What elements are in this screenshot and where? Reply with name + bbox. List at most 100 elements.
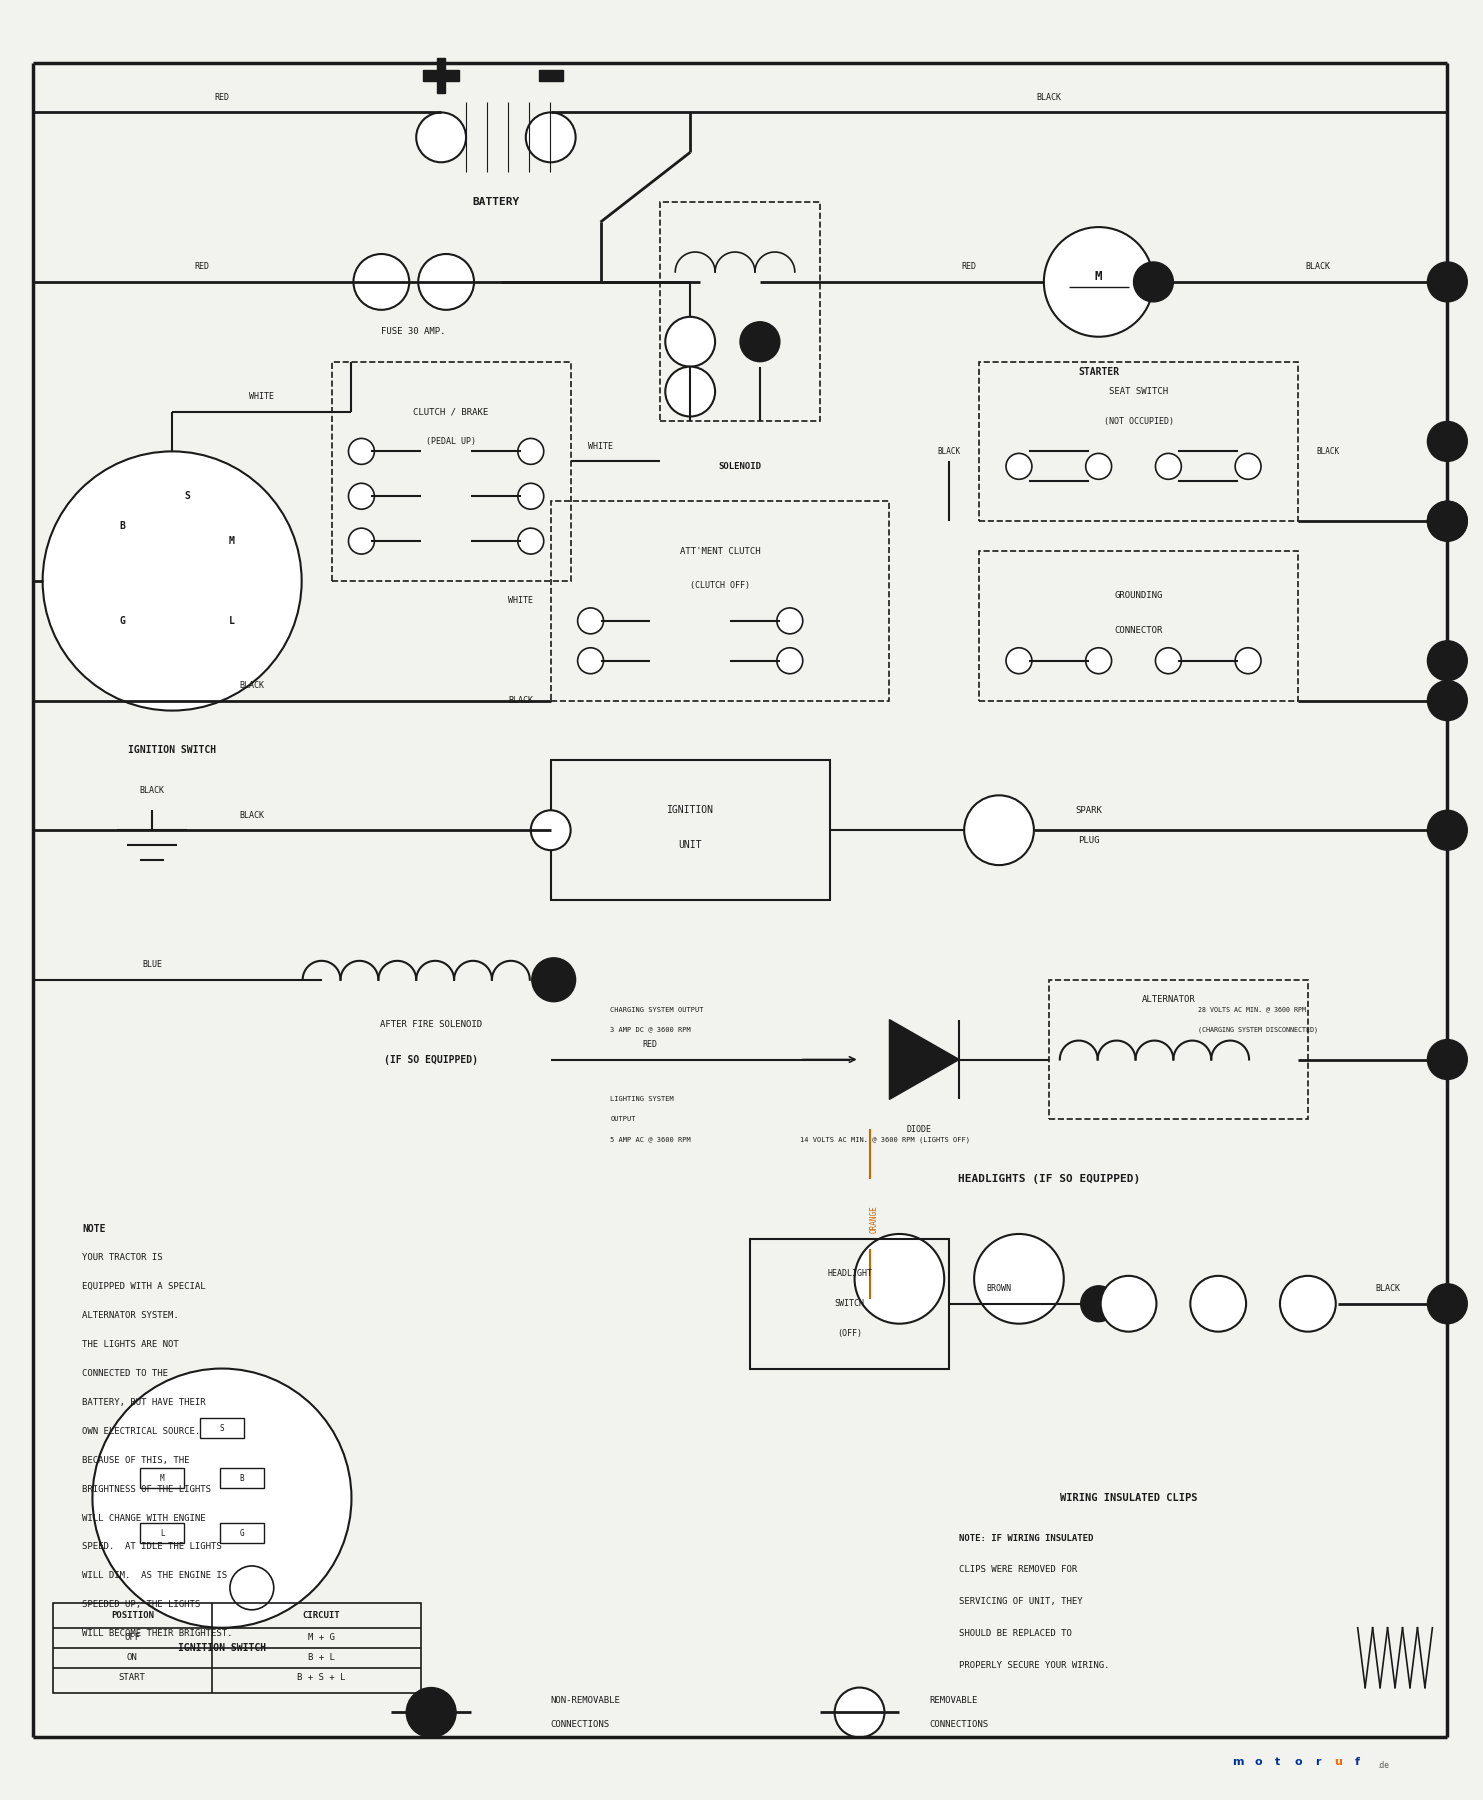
Text: CONNECTIONS: CONNECTIONS	[930, 1721, 988, 1730]
Text: AFTER FIRE SOLENOID: AFTER FIRE SOLENOID	[380, 1021, 482, 1030]
Text: 3 AMP DC @ 3600 RPM: 3 AMP DC @ 3600 RPM	[611, 1026, 691, 1033]
Text: o: o	[1295, 1757, 1302, 1768]
Circle shape	[1428, 1040, 1467, 1080]
Text: CONNECTOR: CONNECTOR	[1114, 626, 1163, 635]
Text: PLUG: PLUG	[1078, 835, 1099, 844]
Circle shape	[1086, 648, 1112, 673]
Text: G: G	[120, 616, 125, 626]
Text: B + L: B + L	[308, 1652, 335, 1661]
Text: BLACK: BLACK	[937, 446, 961, 455]
Circle shape	[666, 317, 715, 367]
Text: B + S + L: B + S + L	[298, 1672, 346, 1681]
Bar	[423, 70, 460, 81]
Circle shape	[406, 1688, 457, 1737]
Circle shape	[1155, 648, 1182, 673]
Circle shape	[577, 648, 604, 673]
Polygon shape	[890, 1019, 960, 1100]
Text: WHITE: WHITE	[509, 596, 534, 605]
Text: M: M	[160, 1474, 165, 1483]
Text: (PEDAL UP): (PEDAL UP)	[426, 437, 476, 446]
Text: S: S	[184, 491, 190, 500]
Text: IGNITION SWITCH: IGNITION SWITCH	[128, 745, 217, 756]
Bar	[52, 1602, 421, 1692]
Text: CONNECTIONS: CONNECTIONS	[550, 1721, 610, 1730]
Circle shape	[974, 1235, 1063, 1323]
Text: RED: RED	[642, 1040, 658, 1049]
Circle shape	[1428, 500, 1467, 542]
Text: NOTE: IF WIRING INSULATED: NOTE: IF WIRING INSULATED	[960, 1534, 1093, 1543]
Text: M + G: M + G	[308, 1633, 335, 1642]
Text: OUTPUT: OUTPUT	[611, 1116, 636, 1123]
Circle shape	[964, 796, 1034, 866]
Text: BLACK: BLACK	[139, 787, 165, 796]
Text: (OFF): (OFF)	[836, 1328, 862, 1337]
Text: SOLENOID: SOLENOID	[718, 463, 761, 472]
Circle shape	[740, 322, 780, 362]
Circle shape	[532, 958, 575, 1001]
Text: YOUR TRACTOR IS: YOUR TRACTOR IS	[83, 1253, 163, 1262]
Text: o: o	[1255, 1757, 1262, 1768]
Circle shape	[518, 482, 544, 509]
Circle shape	[1235, 648, 1261, 673]
Circle shape	[1005, 648, 1032, 673]
Text: CONNECTED TO THE: CONNECTED TO THE	[83, 1370, 169, 1379]
Circle shape	[666, 367, 715, 416]
Text: WHITE: WHITE	[249, 392, 274, 401]
Text: RED: RED	[961, 263, 977, 272]
Bar	[550, 760, 829, 900]
Text: SPARK: SPARK	[1075, 806, 1102, 815]
Circle shape	[1428, 680, 1467, 720]
Bar	[979, 551, 1298, 700]
Circle shape	[1280, 1276, 1336, 1332]
Text: BLACK: BLACK	[239, 680, 264, 689]
Circle shape	[854, 1235, 945, 1323]
Text: CLIPS WERE REMOVED FOR: CLIPS WERE REMOVED FOR	[960, 1566, 1078, 1575]
Text: POSITION: POSITION	[111, 1611, 154, 1620]
Circle shape	[1191, 1276, 1246, 1332]
Text: BLACK: BLACK	[239, 810, 264, 819]
Text: WILL DIM.  AS THE ENGINE IS: WILL DIM. AS THE ENGINE IS	[83, 1571, 227, 1580]
Text: RED: RED	[194, 263, 209, 272]
Text: ON: ON	[128, 1652, 138, 1661]
Circle shape	[1081, 1285, 1117, 1321]
Text: FUSE 30 AMP.: FUSE 30 AMP.	[381, 328, 445, 337]
Text: HEADLIGHTS (IF SO EQUIPPED): HEADLIGHTS (IF SO EQUIPPED)	[958, 1174, 1140, 1184]
Text: SWITCH: SWITCH	[835, 1300, 865, 1309]
Text: BATTERY: BATTERY	[472, 198, 519, 207]
Text: SPEEDED UP, THE LIGHTS: SPEEDED UP, THE LIGHTS	[83, 1600, 200, 1609]
Text: ATT'MENT CLUTCH: ATT'MENT CLUTCH	[679, 547, 761, 556]
Circle shape	[349, 482, 374, 509]
Circle shape	[353, 254, 409, 310]
Circle shape	[230, 1566, 274, 1609]
Circle shape	[1428, 263, 1467, 302]
Circle shape	[349, 527, 374, 554]
Text: BLACK: BLACK	[1037, 94, 1062, 103]
Text: SHOULD BE REPLACED TO: SHOULD BE REPLACED TO	[960, 1629, 1072, 1638]
Circle shape	[1133, 263, 1173, 302]
Circle shape	[1235, 454, 1261, 479]
Circle shape	[777, 608, 802, 634]
Text: ORANGE: ORANGE	[871, 1206, 879, 1233]
Text: (IF SO EQUIPPED): (IF SO EQUIPPED)	[384, 1055, 478, 1064]
Circle shape	[418, 254, 475, 310]
Text: 28 VOLTS AC MIN. @ 3600 RPM: 28 VOLTS AC MIN. @ 3600 RPM	[1198, 1006, 1307, 1013]
Text: BROWN: BROWN	[986, 1283, 1011, 1292]
Text: M: M	[1094, 270, 1102, 283]
Circle shape	[43, 452, 301, 711]
Text: SEAT SWITCH: SEAT SWITCH	[1109, 387, 1169, 396]
Text: WHITE: WHITE	[589, 443, 612, 452]
Text: (NOT OCCUPIED): (NOT OCCUPIED)	[1103, 418, 1173, 427]
Text: NOTE: NOTE	[83, 1224, 105, 1235]
Bar	[219, 1469, 264, 1489]
Bar	[437, 58, 445, 92]
Bar	[219, 1523, 264, 1543]
Text: B: B	[120, 522, 125, 531]
Bar	[538, 70, 562, 81]
Text: t: t	[1275, 1757, 1281, 1768]
Circle shape	[777, 648, 802, 673]
Text: CHARGING SYSTEM OUTPUT: CHARGING SYSTEM OUTPUT	[611, 1006, 704, 1013]
Bar	[750, 1238, 949, 1368]
Text: WIRING INSULATED CLIPS: WIRING INSULATED CLIPS	[1060, 1494, 1197, 1503]
Text: m: m	[1232, 1757, 1244, 1768]
Circle shape	[1428, 810, 1467, 850]
